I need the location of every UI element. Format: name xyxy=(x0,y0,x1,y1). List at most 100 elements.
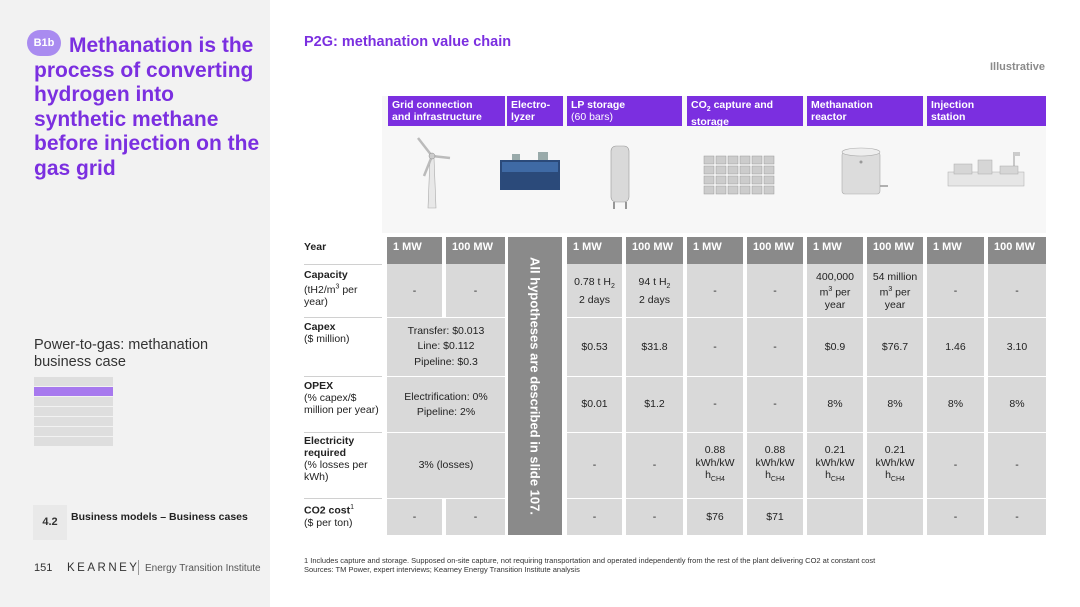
table-cell: - xyxy=(473,284,478,297)
progress-bar-6 xyxy=(34,427,113,436)
row-divider xyxy=(304,432,1046,433)
footnote-line: 1 Includes capture and storage. Supposed… xyxy=(304,556,876,565)
table-cell: - xyxy=(592,510,597,523)
table-cell: - xyxy=(953,284,958,297)
storage-tank-icon xyxy=(610,145,630,209)
table-cell: $0.01 xyxy=(581,398,608,411)
chain-step-label: (60 bars) xyxy=(571,111,614,123)
capex-line: Pipeline: $0.3 xyxy=(414,355,478,368)
chain-step-lp-storage: LP storage (60 bars) xyxy=(567,96,682,126)
table-cell: - xyxy=(713,340,717,353)
row-divider xyxy=(304,432,382,433)
table-cell: 0.78 t H2 2 days xyxy=(574,275,615,306)
table-cell-merged: Electrification: 0% Pipeline: 2% xyxy=(387,377,505,432)
opex-line: Pipeline: 2% xyxy=(416,405,476,418)
chain-step-label: lyzer xyxy=(511,111,535,123)
col-lp-100mw xyxy=(626,264,683,535)
illustrative-tag: Illustrative xyxy=(989,61,1045,73)
section-badge: B1b xyxy=(27,30,61,56)
header-cell: 100 MW xyxy=(988,237,1046,264)
merged-cell-bg xyxy=(387,318,505,376)
table-cell: $31.8 xyxy=(641,340,668,353)
chain-step-electrolyzer: Electro- lyzer xyxy=(507,96,563,126)
row-label-co2-cost: CO2 cost1 ($ per ton) xyxy=(304,504,355,529)
header-cell: 100 MW xyxy=(747,237,803,264)
table-cell: - xyxy=(1015,284,1019,297)
chain-step-grid: Grid connection and infrastructure xyxy=(388,96,505,126)
header-cell: 100 MW xyxy=(867,237,923,264)
table-cell: - xyxy=(773,398,777,411)
table-cell: - xyxy=(713,398,717,411)
electrolyzer-icon xyxy=(500,152,560,190)
row-divider xyxy=(304,317,382,318)
chain-step-label: station xyxy=(931,111,966,123)
table-cell: $0.53 xyxy=(581,340,608,353)
brand-subtitle: Energy Transition Institute xyxy=(145,563,261,574)
section-label: Power-to-gas: methanation business case xyxy=(34,337,209,370)
table-cell: 54 million m3 per year xyxy=(872,271,918,311)
table-cell: 0.88 kWh/kW hCH4 xyxy=(755,444,795,484)
table-cell: - xyxy=(953,459,958,472)
table-cell: - xyxy=(953,510,958,523)
progress-bar-5 xyxy=(34,417,113,426)
chain-step-label: storage xyxy=(691,116,729,129)
progress-bar-4 xyxy=(34,407,113,416)
chain-step-label: and infrastructure xyxy=(392,111,482,123)
col-inj-1mw xyxy=(927,264,984,535)
table-cell: - xyxy=(473,510,478,523)
brand-logo: KEARNEY xyxy=(67,562,140,574)
table-cell: $76.7 xyxy=(881,340,909,353)
section-nav[interactable]: 4.2 Business models – Business cases xyxy=(33,505,263,540)
header-cell: 1 MW xyxy=(927,237,984,264)
header-cell: 1 MW xyxy=(567,237,622,264)
page-title: Methanation is the process of converting… xyxy=(34,34,260,180)
progress-bar-3 xyxy=(34,397,113,406)
opex-line: Electrification: 0% xyxy=(404,390,488,403)
brand-divider xyxy=(138,560,139,575)
table-cell: - xyxy=(1015,459,1019,472)
table-cell: - xyxy=(652,510,657,523)
table-cell: - xyxy=(412,284,417,297)
table-cell: 8% xyxy=(827,398,843,411)
table-cell: - xyxy=(773,284,777,297)
progress-bars xyxy=(34,377,113,447)
slide-title: P2G: methanation value chain xyxy=(304,34,512,50)
table-cell: 1.46 xyxy=(945,340,966,353)
table-cell: 94 t H2 2 days xyxy=(638,275,671,306)
chain-step-label: LP storage xyxy=(571,99,626,111)
table-cell: - xyxy=(592,459,597,472)
row-label-year: Year xyxy=(304,241,327,253)
electrolyzer-note-bar xyxy=(508,237,562,535)
row-divider xyxy=(304,498,382,499)
col-meth-1mw xyxy=(807,264,863,535)
table-cell: 0.88 kWh/kW hCH4 xyxy=(695,444,735,484)
progress-bar-active xyxy=(34,387,113,396)
col-inj-100mw xyxy=(988,264,1046,535)
chain-step-label: Injection xyxy=(931,99,975,111)
header-cell: 100 MW xyxy=(446,237,505,264)
table-cell: 3.10 xyxy=(1006,340,1028,353)
table-cell: $76 xyxy=(706,510,724,523)
header-cell: 1 MW xyxy=(807,237,863,264)
table-cell: 0.21 kWh/kW hCH4 xyxy=(815,444,855,484)
chain-step-injection: Injection station xyxy=(927,96,1046,126)
table-cell: - xyxy=(773,340,777,353)
chain-step-label: Methanation xyxy=(811,99,873,111)
chain-step-methanation: Methanation reactor xyxy=(807,96,923,126)
col-meth-100mw xyxy=(867,264,923,535)
row-label-capacity: Capacity (tH2/m3 per year) xyxy=(304,269,358,308)
reactor-icon xyxy=(841,147,888,195)
capex-line: Line: $0.112 xyxy=(417,340,475,353)
table-cell: 0.21 kWh/kW hCH4 xyxy=(875,444,915,484)
header-cell: 1 MW xyxy=(387,237,442,264)
row-label-capex: Capex ($ million) xyxy=(304,321,350,345)
section-nav-label: Business models – Business cases xyxy=(71,511,248,523)
source-line: Sources: TM Power, expert interviews; Ke… xyxy=(304,565,580,574)
table-cell-merged: Transfer: $0.013 Line: $0.112 Pipeline: … xyxy=(387,318,505,376)
col-co2-1mw xyxy=(687,264,743,535)
footnote: 1 Includes capture and storage. Supposed… xyxy=(304,556,875,574)
table-cell: - xyxy=(652,459,657,472)
page-number: 151 xyxy=(34,562,53,574)
injection-station-icon xyxy=(947,152,1025,187)
chain-step-co2: CO2 capture and storage xyxy=(687,96,803,129)
